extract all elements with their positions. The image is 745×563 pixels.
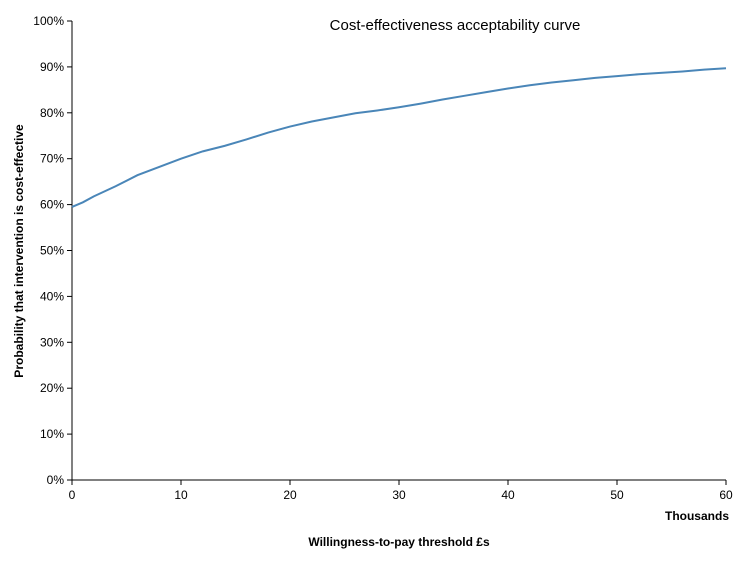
y-tick-label: 10% bbox=[40, 427, 64, 441]
x-tick-label: 20 bbox=[283, 488, 297, 502]
x-tick-label: 50 bbox=[610, 488, 624, 502]
y-tick-label: 70% bbox=[40, 152, 64, 166]
series-line-probability bbox=[71, 67, 727, 208]
y-tick-label: 50% bbox=[40, 244, 64, 258]
y-axis-label: Probability that intervention is cost-ef… bbox=[12, 124, 26, 378]
x-tick-label: 60 bbox=[719, 488, 733, 502]
x-axis-unit-label: Thousands bbox=[665, 509, 729, 523]
y-axis-ticks: 0% 10% 20% 30% 40% 50% 60% 70% 80% 90% 100% bbox=[33, 14, 72, 487]
x-tick-label: 0 bbox=[69, 488, 76, 502]
y-tick-label: 30% bbox=[40, 335, 64, 349]
chart-title: Cost-effectiveness acceptability curve bbox=[330, 17, 581, 34]
y-tick-label: 100% bbox=[33, 14, 64, 28]
y-tick-label: 90% bbox=[40, 60, 64, 74]
y-tick-label: 40% bbox=[40, 289, 64, 303]
x-tick-label: 30 bbox=[392, 488, 406, 502]
x-tick-label: 40 bbox=[501, 488, 515, 502]
x-tick-label: 10 bbox=[174, 488, 188, 502]
x-axis-label: Willingness-to-pay threshold £s bbox=[308, 535, 490, 549]
y-tick-label: 20% bbox=[40, 381, 64, 395]
y-tick-label: 60% bbox=[40, 198, 64, 212]
y-tick-label: 80% bbox=[40, 106, 64, 120]
y-tick-label: 0% bbox=[47, 473, 65, 487]
x-axis-ticks: 0 10 20 30 40 50 60 bbox=[69, 480, 733, 502]
